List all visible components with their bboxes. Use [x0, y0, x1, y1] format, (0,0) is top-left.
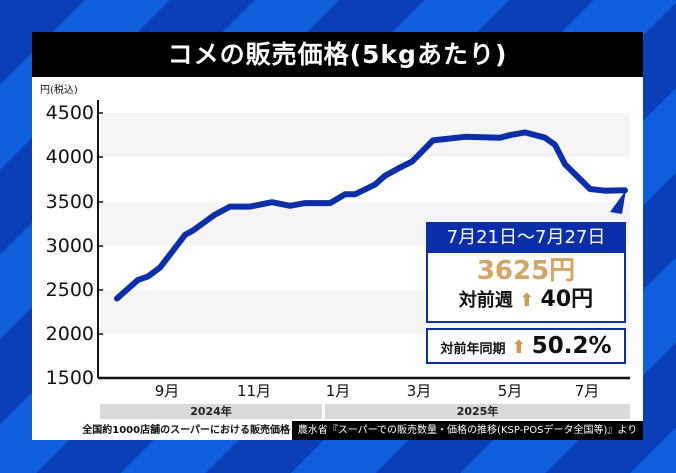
source-note-right: 農水省『スーパーでの販売数量・価格の推移(KSP-POSデータ全国等)』より	[292, 421, 643, 440]
x-tick-label: 7月	[574, 382, 600, 400]
y-tick-label: 4000	[45, 146, 94, 168]
source-note-left: 全国約1000店舗のスーパーにおける販売価格	[82, 425, 290, 436]
chart-card: コメの販売価格(5kgあたり) 円(税込) 4500 4000 3500 300…	[32, 32, 643, 440]
current-price: 3625円	[476, 256, 576, 286]
y-axis-unit: 円(税込)	[40, 85, 78, 96]
up-arrow-icon: ⬆	[519, 290, 535, 311]
year-band-2025: 2025年	[325, 404, 630, 419]
x-tick-label: 1月	[325, 382, 351, 400]
grid-bands	[100, 113, 630, 334]
year-over-year-box: 対前年同期 ⬆ 50.2%	[426, 328, 626, 364]
price-line	[114, 129, 628, 302]
up-arrow-icon: ⬆	[511, 337, 527, 358]
latest-price-callout: 7月21日〜7月27日 3625円 対前週 ⬆ 40円	[426, 222, 626, 323]
y-tick-label: 3500	[45, 191, 94, 213]
yoy-label: 対前年同期	[440, 342, 506, 357]
y-tick-label: 2000	[45, 323, 94, 345]
callout-pointer	[610, 190, 626, 214]
x-tick-label: 5月	[497, 382, 523, 400]
x-tick-label: 3月	[406, 382, 432, 400]
y-tick-label: 2500	[45, 279, 94, 301]
callout-body: 3625円 対前週 ⬆ 40円	[426, 253, 626, 323]
x-tick-label: 11月	[236, 382, 272, 400]
wow-value: 40円	[540, 287, 594, 312]
wow-label: 対前週	[458, 290, 513, 311]
yoy-value: 50.2%	[531, 333, 612, 359]
week-over-week: 対前週 ⬆ 40円	[428, 287, 624, 314]
x-tick-label: 9月	[154, 382, 180, 400]
callout-period: 7月21日〜7月27日	[426, 222, 626, 253]
y-ticks	[98, 112, 103, 335]
plot-area	[97, 100, 630, 380]
y-tick-label: 1500	[45, 367, 94, 389]
y-tick-label: 4500	[45, 102, 94, 124]
year-band-2024: 2024年	[100, 404, 322, 419]
chart-title: コメの販売価格(5kgあたり)	[32, 32, 643, 77]
y-tick-label: 3000	[45, 235, 94, 257]
